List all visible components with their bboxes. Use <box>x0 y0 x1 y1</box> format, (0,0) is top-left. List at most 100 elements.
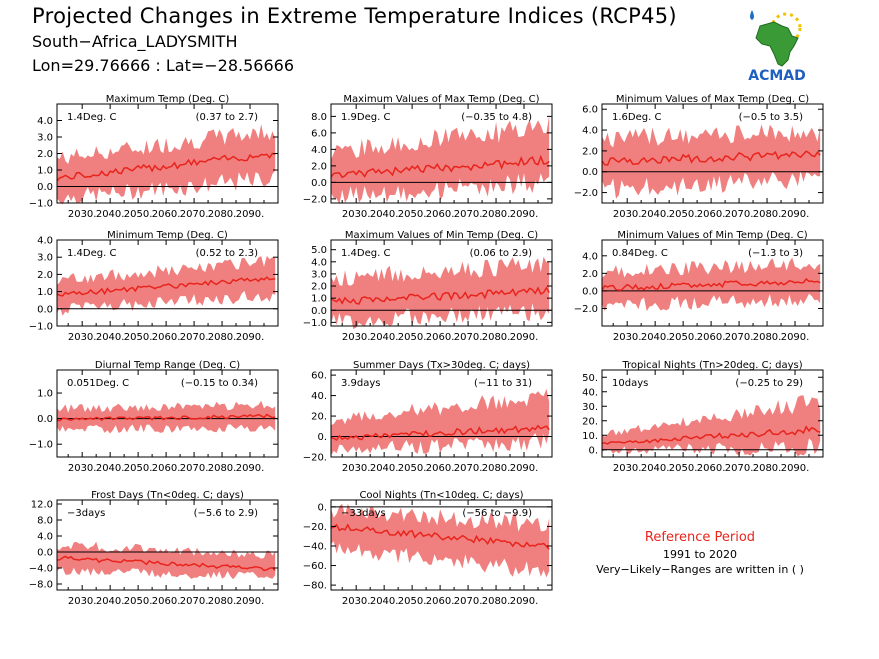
y-tick-label: −40. <box>303 541 327 552</box>
chart-title: Maximum Temp (Deg. C) <box>106 94 230 105</box>
x-tick-label: 2030. <box>342 463 371 474</box>
mean-change-label: 10days <box>612 378 648 389</box>
x-tick-label: 2060. <box>152 332 181 343</box>
x-tick-label: 2060. <box>697 332 726 343</box>
plot-frame <box>601 369 824 458</box>
y-tick-label: 4.0 <box>37 116 53 127</box>
x-tick-label: 2090. <box>236 332 265 343</box>
y-tick-label: −20. <box>303 522 327 533</box>
y-tick-label: 0. <box>588 445 598 456</box>
x-tick-label: 2040. <box>641 332 670 343</box>
y-tick-label: 0.0 <box>311 178 327 189</box>
mean-change-label: −33days <box>341 508 386 519</box>
reference-period-years: 1991 to 2020 <box>662 548 738 561</box>
likely-range-band <box>331 503 550 578</box>
chart-panel: 1.0 0.0 −1.0 2030. 2040. 2050. 2060. 2070. 2080.… <box>29 360 279 474</box>
likely-range-band <box>331 256 550 329</box>
x-tick-label: 2030. <box>68 332 97 343</box>
x-tick-label: 2060. <box>152 463 181 474</box>
ensemble-mean-line <box>56 152 276 182</box>
y-tick-label: 4.0 <box>311 145 327 156</box>
ensemble-mean-line <box>330 523 550 550</box>
y-tick-label: 6.0 <box>311 128 327 139</box>
likely-range-band <box>331 115 550 205</box>
likely-range-band <box>602 395 821 457</box>
y-tick-label: 0. <box>317 502 327 513</box>
y-tick-label: 2.0 <box>37 270 53 281</box>
likely-range-label: (−0.5 to 3.5) <box>739 112 803 123</box>
reference-period-title: Reference Period <box>644 530 756 545</box>
x-tick-label: 2030. <box>68 209 97 220</box>
likely-range-band <box>57 400 276 434</box>
chart-panel: 60. 40. 20. 0. −20. 2030. 2040. 2050. 2060. 2070.… <box>303 360 553 474</box>
ensemble-mean-line <box>56 555 276 572</box>
likely-range-band <box>602 257 821 312</box>
y-tick-label: 4.0 <box>582 251 598 262</box>
y-tick-label: 2.0 <box>582 146 598 157</box>
x-tick-label: 2080. <box>753 332 782 343</box>
x-tick-label: 2030. <box>342 596 371 607</box>
x-tick-label: 2080. <box>753 463 782 474</box>
x-tick-label: 2040. <box>370 463 399 474</box>
x-tick-label: 2030. <box>613 209 642 220</box>
chart-title: Minimum Values of Max Temp (Deg. C) <box>616 94 809 105</box>
plot-frame <box>330 369 553 458</box>
y-tick-label: −2.0 <box>574 304 598 315</box>
y-tick-label: 4.0 <box>582 126 598 137</box>
y-tick-label: 40. <box>311 391 327 402</box>
y-tick-label: 2.0 <box>311 282 327 293</box>
x-tick-label: 2050. <box>124 332 153 343</box>
y-tick-label: −80. <box>303 581 327 592</box>
x-tick-label: 2040. <box>96 596 125 607</box>
likely-range-band <box>602 124 821 199</box>
x-tick-label: 2030. <box>613 463 642 474</box>
x-tick-label: 2080. <box>208 332 237 343</box>
mean-change-label: 1.4Deg. C <box>67 112 116 123</box>
y-tick-label: 30. <box>582 402 598 413</box>
x-tick-label: 2050. <box>398 596 427 607</box>
likely-range-label: (−0.35 to 4.8) <box>461 112 532 123</box>
likely-range-band <box>57 541 276 580</box>
x-tick-label: 2060. <box>426 209 455 220</box>
africa-map-logo: ACMAD <box>748 10 806 84</box>
y-tick-label: −2.0 <box>303 194 327 205</box>
x-tick-label: 2080. <box>482 463 511 474</box>
x-tick-label: 2050. <box>398 463 427 474</box>
x-tick-label: 2090. <box>781 332 810 343</box>
plot-frame <box>601 103 824 204</box>
likely-range-label: (−0.15 to 0.34) <box>181 378 258 389</box>
x-tick-label: 2080. <box>753 209 782 220</box>
x-tick-label: 2090. <box>510 209 539 220</box>
mean-change-label: 1.4Deg. C <box>67 248 116 259</box>
y-tick-label: 4.0 <box>311 257 327 268</box>
x-tick-label: 2070. <box>454 209 483 220</box>
ensemble-mean-line <box>330 424 550 442</box>
y-tick-label: 1.0 <box>37 287 53 298</box>
y-tick-label: 0.0 <box>37 182 53 193</box>
y-tick-label: 0.0 <box>37 548 53 559</box>
x-tick-label: 2050. <box>124 209 153 220</box>
y-tick-label: 3.0 <box>37 253 53 264</box>
likely-range-label: (0.52 to 2.3) <box>196 248 258 259</box>
y-tick-label: 1.0 <box>37 389 53 400</box>
x-tick-label: 2080. <box>482 332 511 343</box>
x-tick-label: 2030. <box>342 332 371 343</box>
x-tick-label: 2030. <box>68 596 97 607</box>
ensemble-mean-line <box>601 425 821 445</box>
chart-title: Maximum Values of Max Temp (Deg. C) <box>343 94 539 105</box>
y-tick-label: −60. <box>303 561 327 572</box>
y-tick-label: 20. <box>582 416 598 427</box>
x-tick-label: 2090. <box>781 463 810 474</box>
x-tick-label: 2040. <box>96 463 125 474</box>
x-tick-label: 2070. <box>180 209 209 220</box>
y-tick-label: 60. <box>311 371 327 382</box>
likely-range-label: (0.06 to 2.9) <box>470 248 532 259</box>
chart-title: Minimum Values of Min Temp (Deg. C) <box>617 230 807 241</box>
likely-range-band <box>57 255 276 316</box>
chart-title: Minimum Temp (Deg. C) <box>107 230 228 241</box>
y-tick-label: 8.0 <box>311 112 327 123</box>
logo-text: ACMAD <box>748 68 806 84</box>
